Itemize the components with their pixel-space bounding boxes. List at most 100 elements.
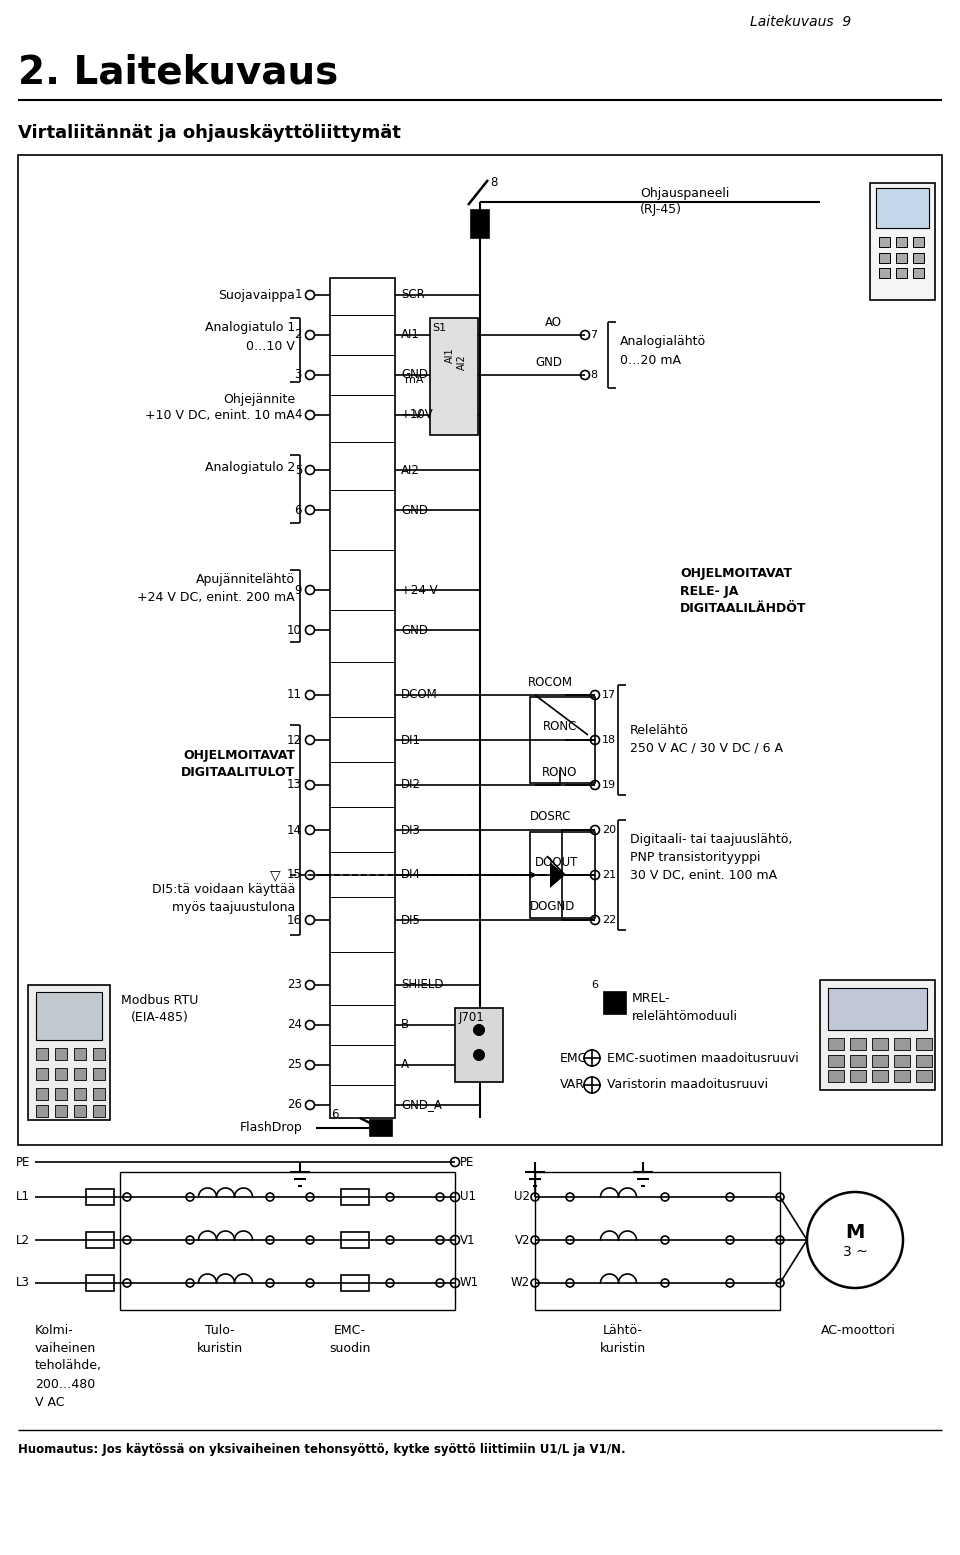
Text: 0…20 mA: 0…20 mA [620,353,681,367]
Bar [872,1070,888,1082]
Bar [870,183,935,300]
Bar [530,832,595,917]
Bar [74,1106,86,1116]
Text: 30 V DC, enint. 100 mA: 30 V DC, enint. 100 mA [630,869,778,883]
Text: 21: 21 [602,869,616,880]
Text: 14: 14 [287,824,302,837]
Text: teholähde,: teholähde, [35,1359,102,1373]
Text: 0…10 V: 0…10 V [246,339,295,353]
Text: J701: J701 [459,1011,485,1025]
Bar [36,992,102,1040]
Text: 18: 18 [602,736,616,745]
Text: DCOM: DCOM [401,689,438,701]
Text: W1: W1 [460,1277,479,1289]
Text: 8: 8 [490,177,497,190]
Text: DOSRC: DOSRC [530,810,571,824]
Bar [894,1070,910,1082]
Bar [879,267,890,278]
Text: U2: U2 [514,1191,530,1204]
Bar [74,1048,86,1061]
Text: Ohjejännite: Ohjejännite [223,393,295,406]
Bar [55,1106,67,1116]
Bar [894,1039,910,1050]
Bar [28,984,110,1120]
Text: V AC: V AC [35,1395,64,1409]
Text: 9: 9 [295,583,302,597]
Bar [93,1048,105,1061]
Text: 17: 17 [602,690,616,700]
Text: U1: U1 [460,1191,476,1204]
Bar [872,1054,888,1067]
Bar [370,1120,392,1137]
Text: EMC: EMC [560,1051,588,1065]
Text: 22: 22 [602,914,616,925]
Text: 15: 15 [287,869,302,882]
Bar [820,980,935,1090]
Text: 8: 8 [590,370,597,379]
Text: 2. Laitekuvaus: 2. Laitekuvaus [18,53,338,92]
Text: AI2: AI2 [401,463,420,476]
Text: GND: GND [401,624,428,636]
Text: suodin: suodin [329,1342,371,1354]
Text: PE: PE [460,1155,474,1168]
Bar [120,1172,455,1309]
Text: +24 V DC, enint. 200 mA: +24 V DC, enint. 200 mA [137,591,295,603]
Text: 6: 6 [295,504,302,516]
Bar [55,1088,67,1099]
Text: EMC-suotimen maadoitusruuvi: EMC-suotimen maadoitusruuvi [607,1051,799,1065]
Bar [36,1106,48,1116]
Bar [872,1039,888,1050]
Bar [341,1275,369,1291]
Text: 4: 4 [295,409,302,421]
Text: Virtaliitännät ja ohjauskäyttöliittymät: Virtaliitännät ja ohjauskäyttöliittymät [18,124,401,142]
Bar [879,253,890,263]
Text: 3: 3 [295,369,302,381]
Text: 2: 2 [295,328,302,342]
Bar [86,1275,114,1291]
Text: ROCOM: ROCOM [528,675,573,689]
Text: RONC: RONC [543,720,577,734]
Bar [896,253,907,263]
Text: RELE- JA: RELE- JA [680,585,738,597]
Text: DIGITAALITULOT: DIGITAALITULOT [180,767,295,779]
Text: 10: 10 [287,624,302,636]
Bar [455,1008,503,1082]
Text: 25: 25 [287,1059,302,1071]
Text: A: A [401,1059,409,1071]
Text: ▽: ▽ [270,868,280,882]
Text: Lähtö-: Lähtö- [603,1323,643,1336]
Bar [828,1070,844,1082]
Bar [341,1232,369,1249]
Text: VAR: VAR [560,1079,585,1092]
Bar [879,236,890,247]
Bar [55,1048,67,1061]
Text: 20: 20 [602,826,616,835]
Bar [93,1088,105,1099]
Text: 250 V AC / 30 V DC / 6 A: 250 V AC / 30 V DC / 6 A [630,742,783,754]
Text: Varistorin maadoitusruuvi: Varistorin maadoitusruuvi [607,1079,768,1092]
Text: 200…480: 200…480 [35,1378,95,1390]
Text: 6: 6 [331,1107,339,1121]
Circle shape [474,1025,484,1036]
Bar [850,1039,866,1050]
Text: Kolmi-: Kolmi- [35,1323,74,1336]
Text: V1: V1 [460,1233,475,1247]
Text: 13: 13 [287,779,302,791]
Text: L3: L3 [16,1277,30,1289]
Bar [74,1068,86,1081]
Bar [896,236,907,247]
Text: DIGITAALILÄHDÖT: DIGITAALILÄHDÖT [680,602,806,616]
Bar [913,267,924,278]
Text: GND: GND [401,504,428,516]
Text: FlashDrop: FlashDrop [240,1121,302,1135]
Text: B: B [401,1019,409,1031]
Text: Huomautus: Jos käytössä on yksivaiheinen tehonsyöttö, kytke syöttö liittimiin U1: Huomautus: Jos käytössä on yksivaiheinen… [18,1443,626,1457]
Text: S1: S1 [432,323,446,333]
Text: EMC-: EMC- [334,1323,366,1336]
Text: OHJELMOITAVAT: OHJELMOITAVAT [680,566,792,580]
Text: Laitekuvaus  9: Laitekuvaus 9 [750,16,852,30]
Text: SCR: SCR [401,289,424,302]
Text: 16: 16 [287,913,302,927]
Bar [876,188,929,229]
Bar [916,1070,932,1082]
